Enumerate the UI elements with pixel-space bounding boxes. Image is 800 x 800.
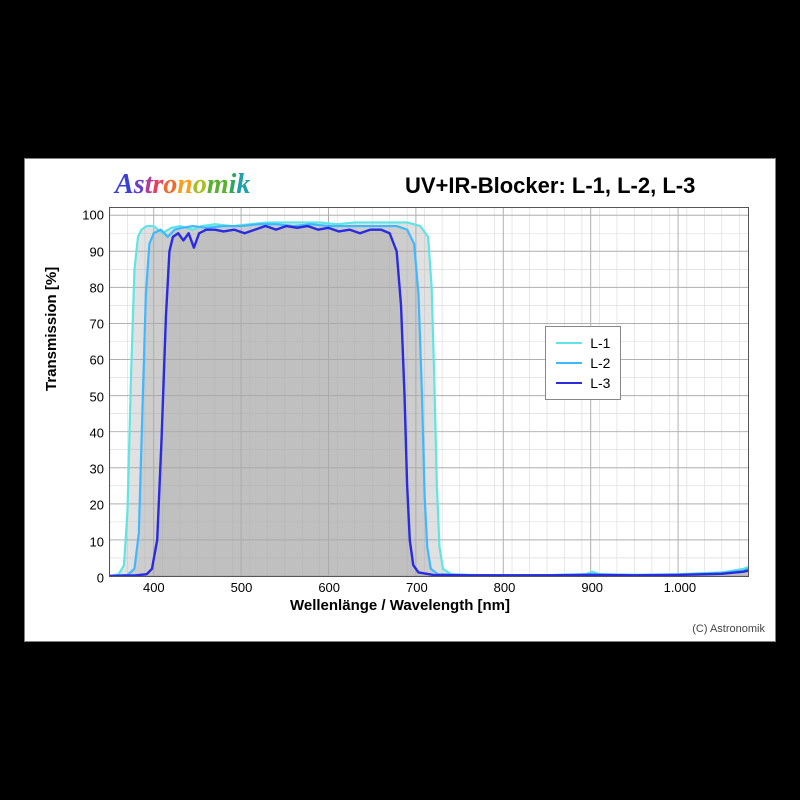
y-tick-label: 10	[90, 534, 104, 549]
y-tick-label: 30	[90, 462, 104, 477]
y-axis-label: Transmission [%]	[43, 267, 60, 391]
copyright-text: (C) Astronomik	[692, 623, 765, 635]
legend-swatch	[556, 382, 582, 384]
x-tick-label: 800	[494, 580, 516, 595]
legend-item: L-1	[556, 333, 610, 353]
y-tick-label: 40	[90, 425, 104, 440]
legend-label: L-2	[590, 355, 610, 371]
x-tick-label: 700	[406, 580, 428, 595]
chart-plot-area: L-1L-2L-3 010203040506070809010040050060…	[109, 207, 749, 577]
y-tick-label: 90	[90, 244, 104, 259]
legend-swatch	[556, 362, 582, 364]
y-tick-label: 60	[90, 353, 104, 368]
x-tick-label: 600	[318, 580, 340, 595]
y-tick-label: 20	[90, 498, 104, 513]
legend-swatch	[556, 342, 582, 344]
legend-item: L-2	[556, 353, 610, 373]
brand-logo: Astronomik	[115, 169, 250, 201]
y-tick-label: 80	[90, 280, 104, 295]
y-tick-label: 0	[97, 571, 104, 586]
x-axis-label: Wellenlänge / Wavelength [nm]	[25, 597, 775, 614]
legend-label: L-3	[590, 375, 610, 391]
y-tick-label: 70	[90, 317, 104, 332]
legend-label: L-1	[590, 335, 610, 351]
y-tick-label: 100	[82, 208, 104, 223]
x-tick-label: 1.000	[664, 580, 697, 595]
chart-svg	[110, 208, 748, 576]
x-tick-label: 400	[143, 580, 165, 595]
chart-legend: L-1 L-2 L-3	[545, 326, 621, 400]
x-tick-label: 900	[581, 580, 603, 595]
legend-item: L-3	[556, 373, 610, 393]
y-tick-label: 50	[90, 389, 104, 404]
chart-title: UV+IR-Blocker: L-1, L-2, L-3	[405, 173, 695, 199]
chart-card: Astronomik UV+IR-Blocker: L-1, L-2, L-3 …	[24, 158, 776, 642]
x-tick-label: 500	[231, 580, 253, 595]
